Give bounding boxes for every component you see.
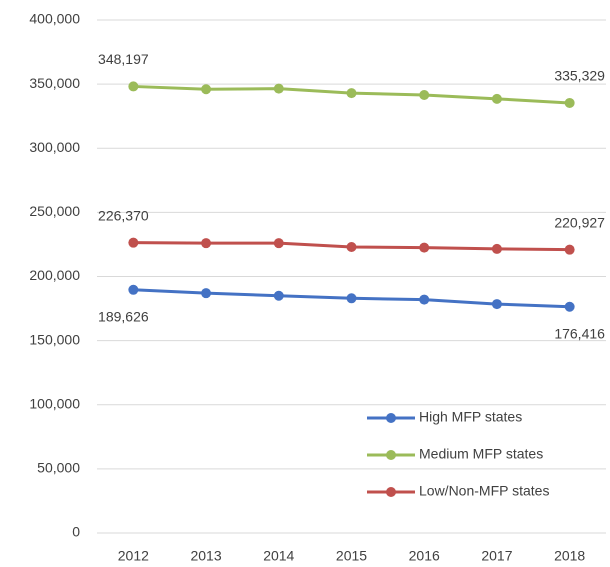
y-tick-label: 250,000 bbox=[29, 203, 80, 219]
x-tick-label: 2016 bbox=[409, 548, 440, 564]
point bbox=[419, 294, 430, 305]
point bbox=[346, 242, 357, 253]
data-label: 226,370 bbox=[98, 207, 149, 223]
point bbox=[201, 288, 212, 299]
point bbox=[346, 88, 357, 99]
data-label: 189,626 bbox=[98, 309, 149, 325]
y-tick-label: 350,000 bbox=[29, 75, 80, 91]
y-tick-label: 50,000 bbox=[37, 460, 80, 476]
point bbox=[564, 244, 575, 255]
point bbox=[128, 284, 139, 295]
x-tick-label: 2013 bbox=[190, 548, 221, 564]
legend-label: Low/Non-MFP states bbox=[419, 483, 549, 499]
point bbox=[273, 290, 284, 301]
data-label: 348,197 bbox=[98, 51, 149, 67]
y-tick-label: 400,000 bbox=[29, 11, 80, 27]
y-tick-label: 0 bbox=[72, 524, 80, 540]
legend-label: Medium MFP states bbox=[419, 446, 543, 462]
point bbox=[564, 97, 575, 108]
point bbox=[491, 243, 502, 254]
x-tick-label: 2018 bbox=[554, 548, 585, 564]
data-label: 176,416 bbox=[554, 325, 605, 341]
point bbox=[128, 237, 139, 248]
point bbox=[564, 301, 575, 312]
point bbox=[346, 293, 357, 304]
point bbox=[273, 83, 284, 94]
point bbox=[419, 242, 430, 253]
point bbox=[201, 84, 212, 95]
x-tick-label: 2014 bbox=[263, 548, 294, 564]
y-tick-label: 150,000 bbox=[29, 331, 80, 347]
point bbox=[128, 81, 139, 92]
data-label: 335,329 bbox=[554, 68, 605, 84]
data-label: 220,927 bbox=[554, 214, 605, 230]
point bbox=[491, 93, 502, 104]
point bbox=[419, 90, 430, 101]
point bbox=[273, 238, 284, 249]
legend-marker bbox=[386, 487, 396, 497]
y-tick-label: 200,000 bbox=[29, 267, 80, 283]
x-tick-label: 2012 bbox=[118, 548, 149, 564]
y-tick-label: 300,000 bbox=[29, 139, 80, 155]
legend-marker bbox=[386, 450, 396, 460]
point bbox=[201, 238, 212, 249]
x-tick-label: 2015 bbox=[336, 548, 367, 564]
point bbox=[491, 299, 502, 310]
y-tick-label: 100,000 bbox=[29, 395, 80, 411]
x-tick-label: 2017 bbox=[481, 548, 512, 564]
legend-label: High MFP states bbox=[419, 409, 522, 425]
legend-marker bbox=[386, 413, 396, 423]
